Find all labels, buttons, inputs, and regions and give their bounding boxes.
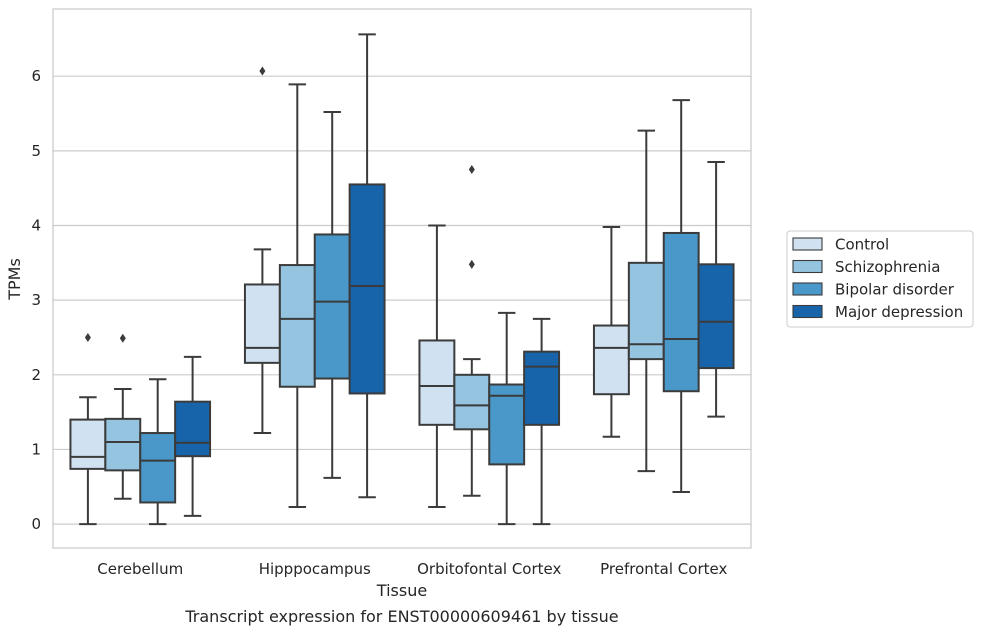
y-tick-label: 5 (31, 142, 41, 160)
box-iqr (488, 383, 526, 466)
plot-frame (52, 8, 752, 549)
y-tick-label: 1 (31, 440, 41, 458)
series-schizophrenia (104, 83, 665, 508)
y-tick-label: 0 (31, 515, 41, 533)
chart-caption: Transcript expression for ENST0000060946… (184, 607, 618, 626)
box (627, 129, 665, 473)
legend-label: Schizophrenia (835, 258, 940, 276)
box-iqr (243, 283, 281, 364)
outlier-marker (119, 333, 126, 343)
box-iqr (313, 233, 351, 380)
legend-label: Control (835, 236, 889, 254)
y-axis-label: TPMs (5, 258, 24, 301)
legend-item: Major depression (792, 303, 963, 321)
x-tick-label: Prefrontal Cortex (600, 560, 727, 578)
x-axis-label: Tissue (376, 581, 427, 600)
legend-swatch (792, 259, 823, 274)
legend-item: Control (792, 236, 889, 254)
legend: Control Schizophrenia Bipolar disorder Majo… (786, 230, 974, 328)
box (278, 83, 316, 508)
box (697, 161, 735, 418)
box (662, 99, 700, 494)
box (69, 332, 107, 526)
box-iqr (523, 350, 561, 426)
box-iqr (139, 432, 177, 504)
legend-frame (786, 230, 974, 328)
x-tick-label: Orbitofontal Cortex (417, 560, 561, 578)
box-iqr (453, 373, 491, 431)
legend-swatch (792, 282, 823, 296)
legend-label: Major depression (835, 303, 963, 321)
box-iqr (592, 324, 630, 396)
box-iqr (104, 417, 142, 472)
series-control (69, 66, 630, 526)
box-iqr (69, 418, 107, 470)
box (592, 225, 630, 438)
box-iqr (697, 263, 735, 370)
series-bipolar-disorder (139, 99, 700, 526)
x-tick-label: Cerebellum (97, 560, 183, 578)
box (104, 333, 142, 500)
legend-swatch (792, 304, 823, 319)
legend-label: Bipolar disorder (835, 281, 955, 299)
y-tick-label: 6 (31, 67, 41, 85)
legend-item: Bipolar disorder (792, 281, 955, 299)
outlier-marker (259, 66, 266, 76)
box-iqr (418, 339, 456, 426)
box (313, 111, 351, 479)
box (418, 224, 456, 508)
outlier-marker (468, 259, 475, 269)
box-iqr (278, 264, 316, 388)
y-tick-label: 3 (31, 291, 41, 309)
box-iqr (348, 183, 386, 395)
legend-item: Schizophrenia (792, 258, 940, 276)
box (243, 66, 281, 435)
legend-swatch (792, 237, 823, 251)
box (453, 165, 491, 497)
box-iqr (662, 231, 700, 393)
boxes-layer (69, 33, 735, 526)
box (523, 317, 561, 526)
x-tick-label: Hipppocampus (259, 560, 371, 578)
box (488, 311, 526, 526)
box (174, 355, 212, 517)
y-tick-label: 4 (31, 216, 41, 234)
box (139, 378, 177, 526)
box-iqr (174, 400, 212, 458)
x-axis-ticks: Cerebellum Hipppocampus Orbitofontal Corte… (97, 560, 727, 578)
y-tick-label: 2 (31, 366, 41, 384)
outlier-marker (468, 165, 475, 175)
series-major-depression (174, 33, 735, 526)
box (348, 33, 386, 499)
outlier-marker (84, 332, 91, 342)
y-axis-ticks: 0 1 2 3 4 5 6 (31, 67, 41, 533)
